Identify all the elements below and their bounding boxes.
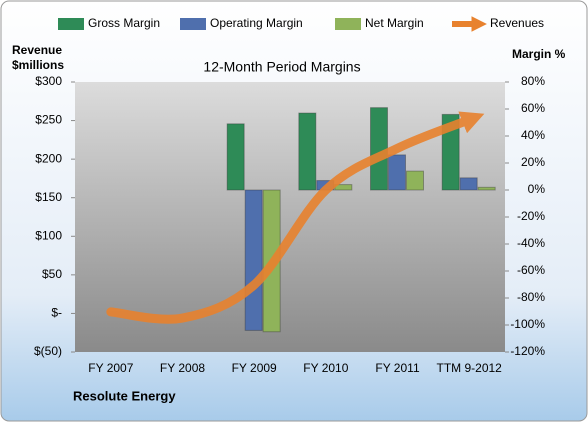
y2-tick-label: -120% xyxy=(510,344,545,358)
revenue-line xyxy=(106,111,485,324)
legend-swatch xyxy=(58,18,84,30)
legend-label: Operating Margin xyxy=(210,16,303,30)
x-tick-label: FY 2011 xyxy=(375,361,420,375)
legend-label: Revenues xyxy=(490,16,544,30)
y2-tick-label: -80% xyxy=(517,290,545,304)
legend-swatch xyxy=(180,18,206,30)
bar xyxy=(226,123,245,191)
y2-tick-label: 80% xyxy=(521,74,545,88)
y-axis-title: Revenue xyxy=(12,43,62,57)
plot-area xyxy=(75,82,505,352)
y-tick-label: $250 xyxy=(35,113,62,127)
y-axis-title: $millions xyxy=(12,58,64,72)
y2-tick-label: 60% xyxy=(521,101,545,115)
y2-tick-label: -20% xyxy=(517,209,545,223)
y2-axis-title: Margin % xyxy=(512,47,566,61)
y-tick-label: $- xyxy=(51,306,62,320)
x-tick-label: TTM 9-2012 xyxy=(436,361,502,375)
y-tick-label: $(50) xyxy=(34,344,62,358)
y2-tick-label: -40% xyxy=(517,236,545,250)
legend-label: Gross Margin xyxy=(88,16,160,30)
x-tick-label: FY 2007 xyxy=(88,361,133,375)
y2-tick-label: 20% xyxy=(521,155,545,169)
bar xyxy=(298,112,317,191)
y-tick-label: $50 xyxy=(42,267,62,281)
footer: Resolute Energy xyxy=(73,388,176,403)
y2-tick-label: -60% xyxy=(517,263,545,277)
bar xyxy=(370,107,388,191)
x-tick-label: FY 2008 xyxy=(160,361,205,375)
y-tick-label: $200 xyxy=(35,151,62,165)
y-tick-label: $150 xyxy=(35,190,62,204)
x-tick-label: FY 2010 xyxy=(303,361,348,375)
bar xyxy=(244,189,263,331)
bar xyxy=(441,113,460,191)
bar xyxy=(477,186,496,191)
legend-swatch xyxy=(335,18,361,30)
y-tick-label: $100 xyxy=(35,228,62,242)
y-tick-label: $300 xyxy=(35,74,62,88)
chart-title: 12-Month Period Margins xyxy=(203,59,360,75)
bar xyxy=(388,154,406,191)
bar xyxy=(406,170,424,191)
y2-tick-label: 0% xyxy=(528,182,546,196)
y2-tick-label: -100% xyxy=(510,317,545,331)
bar xyxy=(459,177,478,191)
x-tick-label: FY 2009 xyxy=(232,361,277,375)
legend-label: Net Margin xyxy=(365,16,424,30)
y2-tick-label: 40% xyxy=(521,128,545,142)
